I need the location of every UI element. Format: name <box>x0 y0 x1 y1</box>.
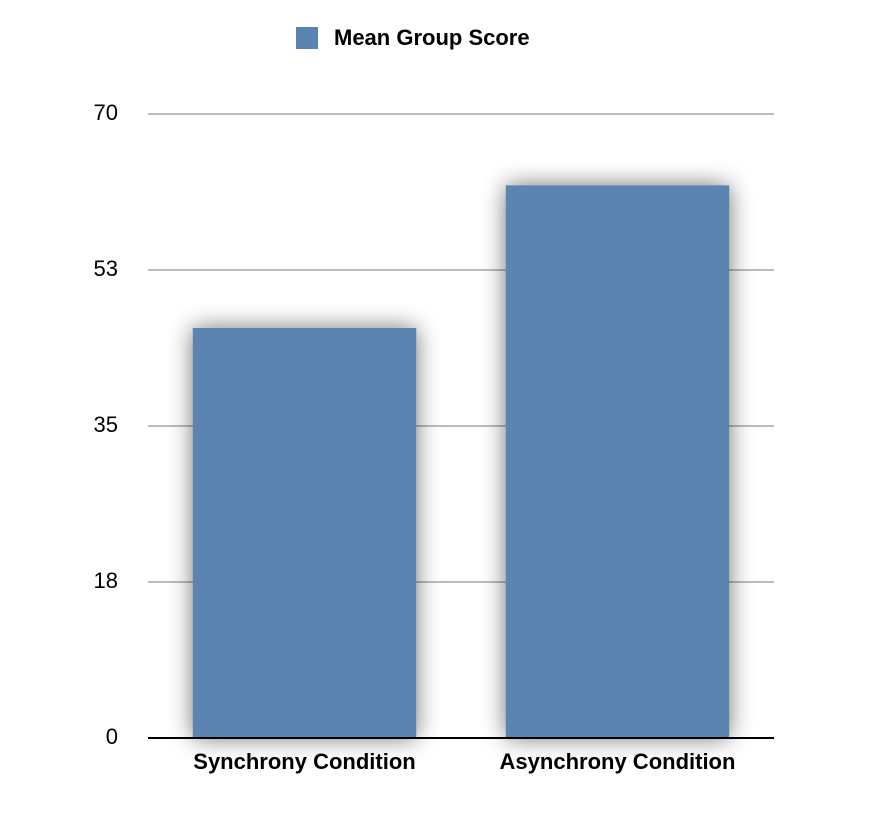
legend-swatch <box>296 27 318 49</box>
y-tick-label: 0 <box>106 724 118 749</box>
x-tick-label: Synchrony Condition <box>193 749 415 774</box>
bar <box>505 185 730 739</box>
x-tick-label: Asynchrony Condition <box>500 749 736 774</box>
y-tick-label: 18 <box>94 568 118 593</box>
y-tick-label: 70 <box>94 100 118 125</box>
legend-label: Mean Group Score <box>334 25 530 50</box>
y-tick-label: 53 <box>94 256 118 281</box>
y-tick-label: 35 <box>94 412 118 437</box>
bar <box>192 327 417 738</box>
